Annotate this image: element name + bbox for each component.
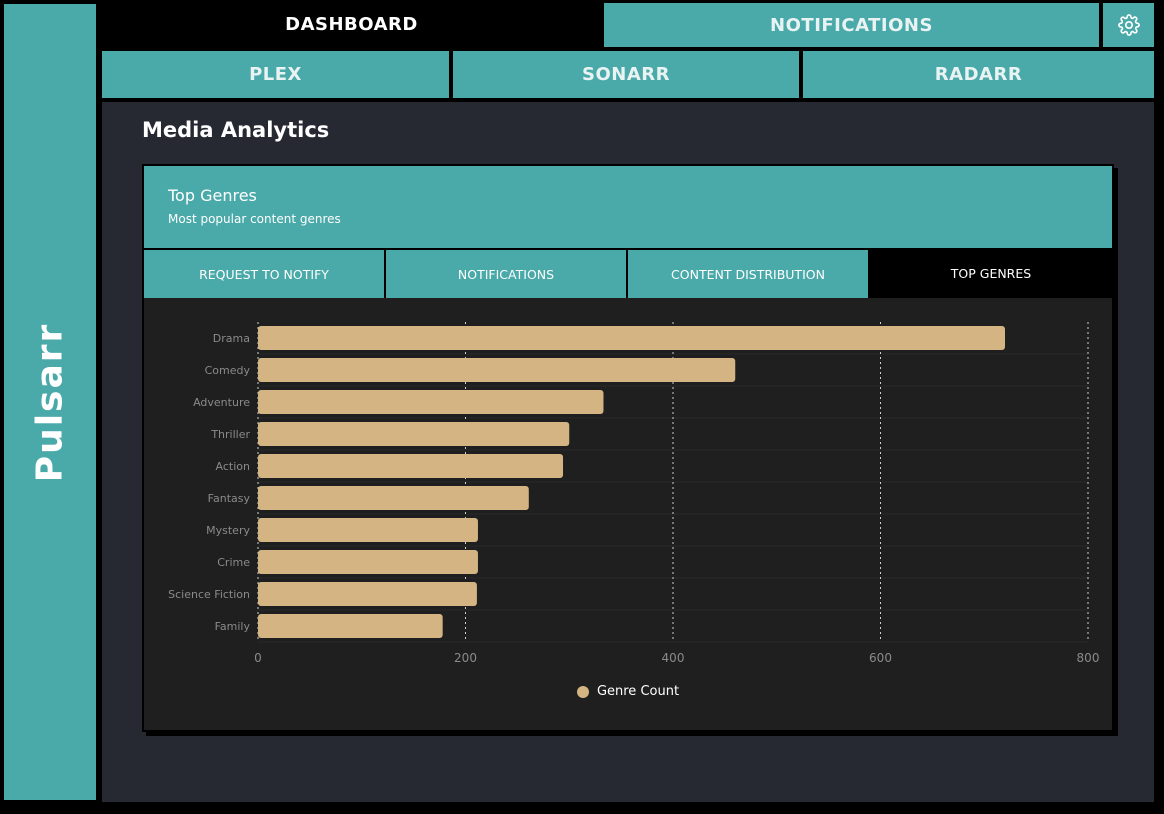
tab-content-distribution[interactable]: CONTENT DISTRIBUTION — [628, 248, 870, 298]
bar-fantasy — [258, 486, 529, 510]
tab-notifications[interactable]: NOTIFICATIONS — [604, 3, 1099, 47]
chart-legend[interactable]: Genre Count — [144, 684, 1112, 699]
bar-mystery — [258, 518, 478, 542]
y-tick-label: Science Fiction — [168, 588, 250, 601]
x-tick-label: 400 — [662, 651, 685, 665]
genre-bar-chart: 0 200 400 600 800 Drama Comedy Adventure Thrille… — [168, 322, 1100, 665]
bar-adventure — [258, 390, 604, 414]
card-tabs: REQUEST TO NOTIFY NOTIFICATIONS CONTENT … — [144, 248, 1112, 298]
bar-science-fiction — [258, 582, 477, 606]
page-title: Media Analytics — [142, 118, 330, 142]
card-title: Top Genres — [168, 186, 257, 205]
bar-drama — [258, 326, 1005, 350]
y-tick-label: Drama — [213, 332, 250, 345]
x-tick-label: 200 — [454, 651, 477, 665]
card-header: Top Genres Most popular content genres — [144, 166, 1112, 248]
tab-notifications-chart[interactable]: NOTIFICATIONS — [386, 248, 628, 298]
y-tick-label: Comedy — [205, 364, 251, 377]
x-tick-label: 0 — [254, 651, 262, 665]
bar-action — [258, 454, 564, 478]
app-title: Pulsarr — [29, 322, 71, 482]
y-tick-label: Thriller — [210, 428, 250, 441]
y-tick-label: Action — [216, 460, 250, 473]
y-tick-label: Mystery — [206, 524, 250, 537]
settings-button[interactable] — [1103, 3, 1154, 47]
y-tick-label: Fantasy — [208, 492, 251, 505]
x-tick-label: 600 — [869, 651, 892, 665]
bar-family — [258, 614, 443, 638]
bar-comedy — [258, 358, 736, 382]
chart-area: 0 200 400 600 800 Drama Comedy Adventure Thrille… — [144, 298, 1112, 730]
legend-swatch — [576, 685, 589, 698]
main-content: Media Analytics Top Genres Most popular … — [102, 102, 1154, 802]
legend-label: Genre Count — [596, 684, 680, 699]
y-tick-label: Adventure — [193, 396, 250, 409]
x-tick-label: 800 — [1077, 651, 1100, 665]
bar-thriller — [258, 422, 570, 446]
y-tick-label: Family — [215, 620, 251, 633]
tab-radarr[interactable]: RADARR — [803, 51, 1154, 98]
gear-icon — [1117, 14, 1140, 36]
analytics-card: Top Genres Most popular content genres R… — [142, 164, 1114, 732]
y-tick-label: Crime — [217, 556, 250, 569]
card-subtitle: Most popular content genres — [168, 212, 341, 226]
tab-plex[interactable]: PLEX — [102, 51, 449, 98]
tab-sonarr[interactable]: SONARR — [453, 51, 799, 98]
tab-dashboard[interactable]: DASHBOARD — [100, 0, 603, 48]
bar-crime — [258, 550, 478, 574]
tab-request-to-notify[interactable]: REQUEST TO NOTIFY — [144, 248, 386, 298]
sidebar: Pulsarr — [2, 2, 98, 802]
tab-top-genres[interactable]: TOP GENRES — [870, 248, 1112, 298]
